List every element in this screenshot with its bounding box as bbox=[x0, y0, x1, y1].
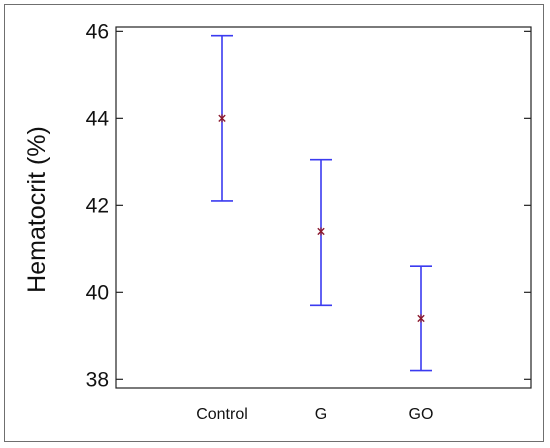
mean-marker-g bbox=[317, 227, 325, 236]
y-tick-label: 38 bbox=[86, 368, 109, 391]
y-tick-label: 44 bbox=[86, 107, 110, 130]
x-category-label: Control bbox=[196, 406, 248, 423]
figure-frame bbox=[4, 4, 544, 442]
mean-marker-control bbox=[218, 114, 226, 123]
x-category-label: GO bbox=[409, 406, 434, 423]
y-tick-label: 46 bbox=[86, 20, 109, 43]
error-bar-series bbox=[211, 34, 432, 372]
x-category-label: G bbox=[315, 406, 327, 423]
mean-marker-go bbox=[417, 314, 425, 323]
y-axis-title: Hematocrit (%) bbox=[23, 126, 51, 293]
x-axis: Control G GO bbox=[196, 406, 433, 423]
plot-area bbox=[115, 26, 532, 389]
y-tick-label: 42 bbox=[86, 194, 109, 217]
y-tick-label: 40 bbox=[86, 281, 109, 304]
y-axis: 38 40 42 44 46 bbox=[86, 20, 531, 391]
